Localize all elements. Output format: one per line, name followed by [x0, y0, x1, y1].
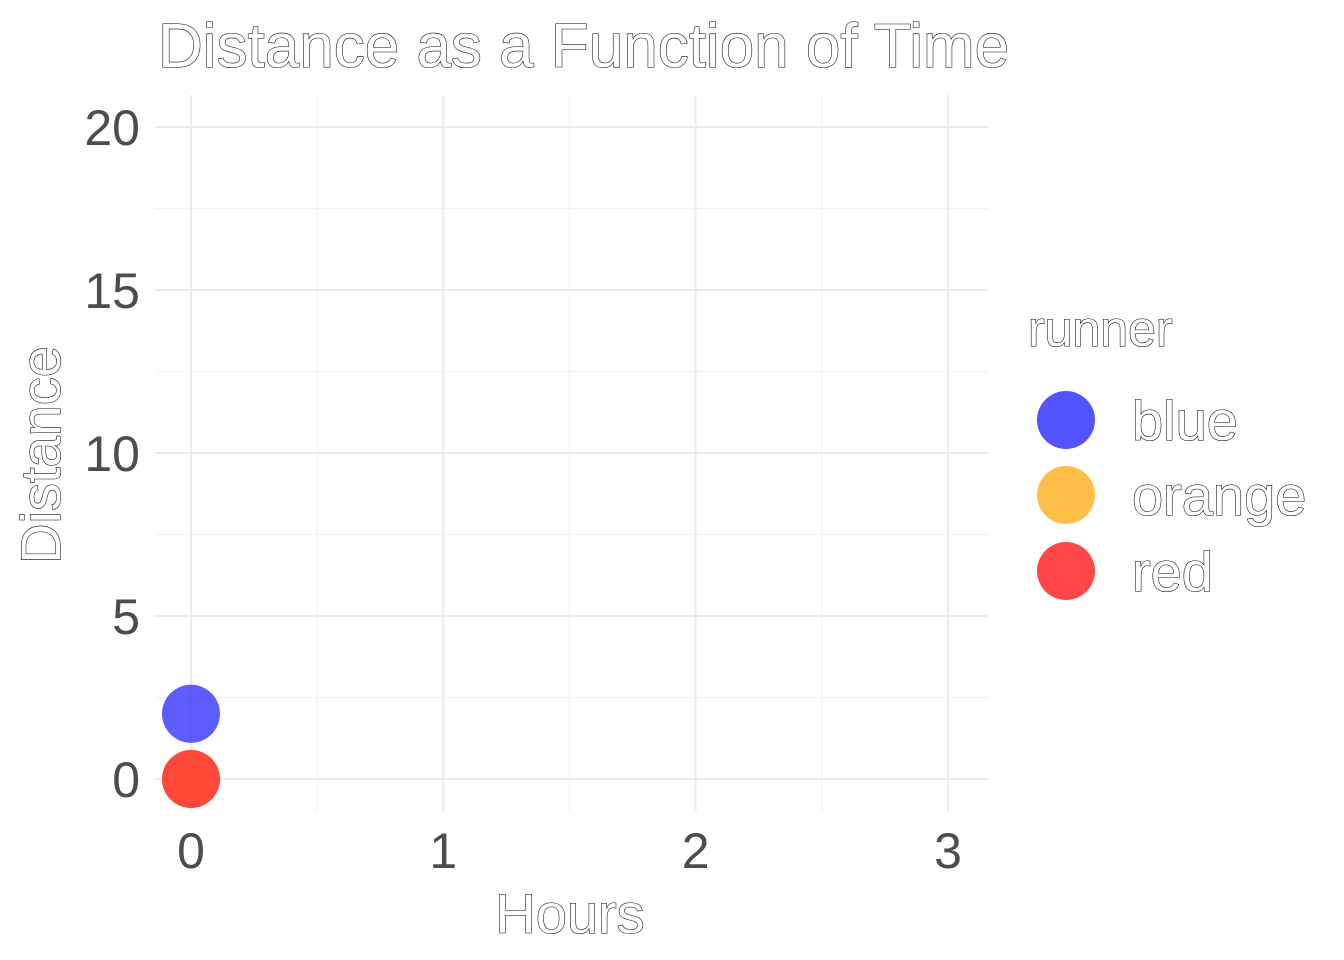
y-tick-label: 10	[84, 426, 140, 482]
data-points	[162, 684, 220, 808]
legend-label-blue: blue	[1132, 389, 1238, 452]
data-point-red	[162, 750, 220, 808]
legend-item-red: red	[1037, 539, 1213, 604]
legend-key-blue	[1037, 391, 1095, 449]
x-tick-label: 2	[682, 823, 710, 879]
legend-label-orange: orange	[1132, 464, 1306, 527]
x-tick-label: 3	[934, 823, 962, 879]
legend-key-red	[1037, 542, 1095, 600]
y-tick-label: 5	[112, 589, 140, 645]
data-point-blue	[162, 684, 220, 743]
legend-title: runner	[1028, 301, 1173, 357]
x-tick-label: 0	[177, 823, 205, 879]
legend-label-red: red	[1132, 540, 1213, 603]
grid-lines	[155, 95, 988, 812]
chart-title: Distance as a Function of Time	[158, 12, 1009, 81]
y-tick-label: 20	[84, 100, 140, 156]
x-axis-label: Hours	[495, 882, 644, 945]
y-tick-label: 0	[112, 752, 140, 808]
legend-key-orange	[1037, 466, 1095, 524]
legend: runner blue orange red	[1027, 300, 1307, 604]
y-tick-label: 15	[84, 263, 140, 319]
y-axis-label: Distance	[9, 346, 72, 564]
legend-item-orange: orange	[1037, 463, 1307, 528]
x-tick-label: 1	[429, 823, 457, 879]
axis-ticks: 0 1 2 3 0 5 10 15 20	[84, 100, 962, 879]
legend-item-blue: blue	[1037, 388, 1238, 453]
